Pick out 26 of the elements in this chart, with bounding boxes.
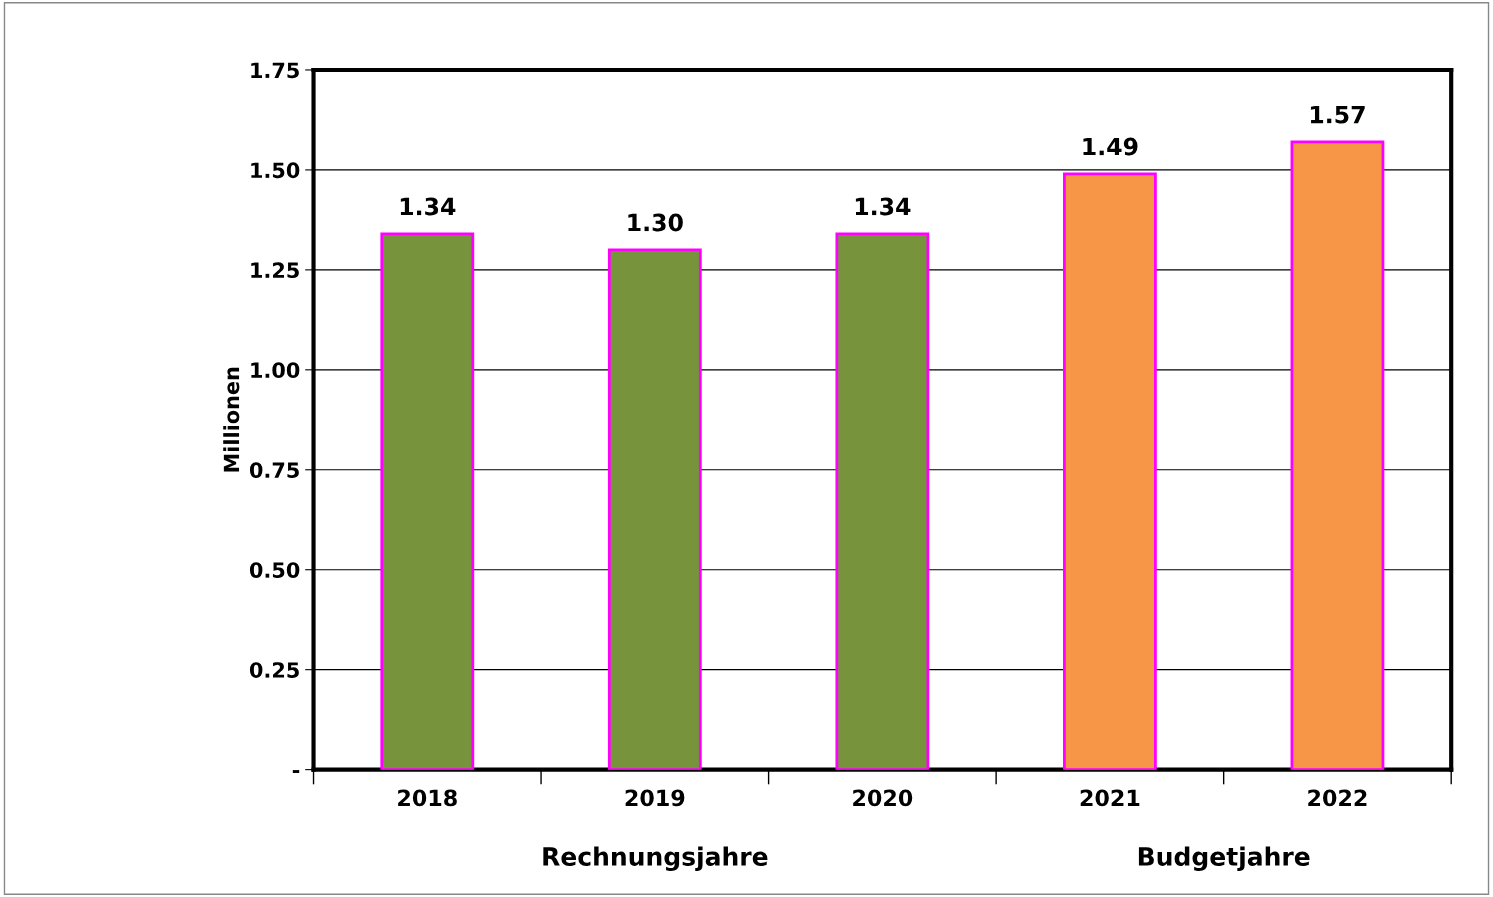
y-tick-label: 1.00 [251, 362, 300, 379]
y-tick-label: 0.25 [249, 662, 299, 678]
bar [380, 232, 475, 770]
x-tick-label: 2019 [625, 789, 685, 807]
bar [1290, 140, 1385, 770]
y-tick-label: 0.50 [249, 562, 300, 578]
bar [1063, 172, 1157, 770]
bar [835, 232, 930, 770]
data-label: 1.34 [400, 197, 456, 216]
y-tick-label: 1.50 [251, 162, 300, 179]
x-tick-label: 2020 [853, 789, 913, 807]
data-label: 1.34 [855, 197, 911, 216]
data-label: 1.49 [1083, 137, 1138, 156]
y-tick-label: - [292, 770, 300, 774]
bar [607, 248, 702, 770]
data-label: 1.30 [628, 213, 683, 232]
x-tick-label: 2018 [398, 789, 457, 807]
text: Budgetjahre [1138, 846, 1310, 871]
x-tick-label: 2022 [1308, 789, 1367, 807]
y-tick-label: 1.75 [251, 62, 299, 79]
y-tick-label: 0.75 [249, 462, 299, 478]
y-tick-label: 1.25 [251, 262, 299, 279]
data-label: 1.57 [1310, 105, 1365, 124]
text: Rechnungsjahre [543, 846, 768, 871]
y-axis-title: Millionen [223, 367, 240, 472]
x-tick-label: 2021 [1080, 789, 1140, 807]
